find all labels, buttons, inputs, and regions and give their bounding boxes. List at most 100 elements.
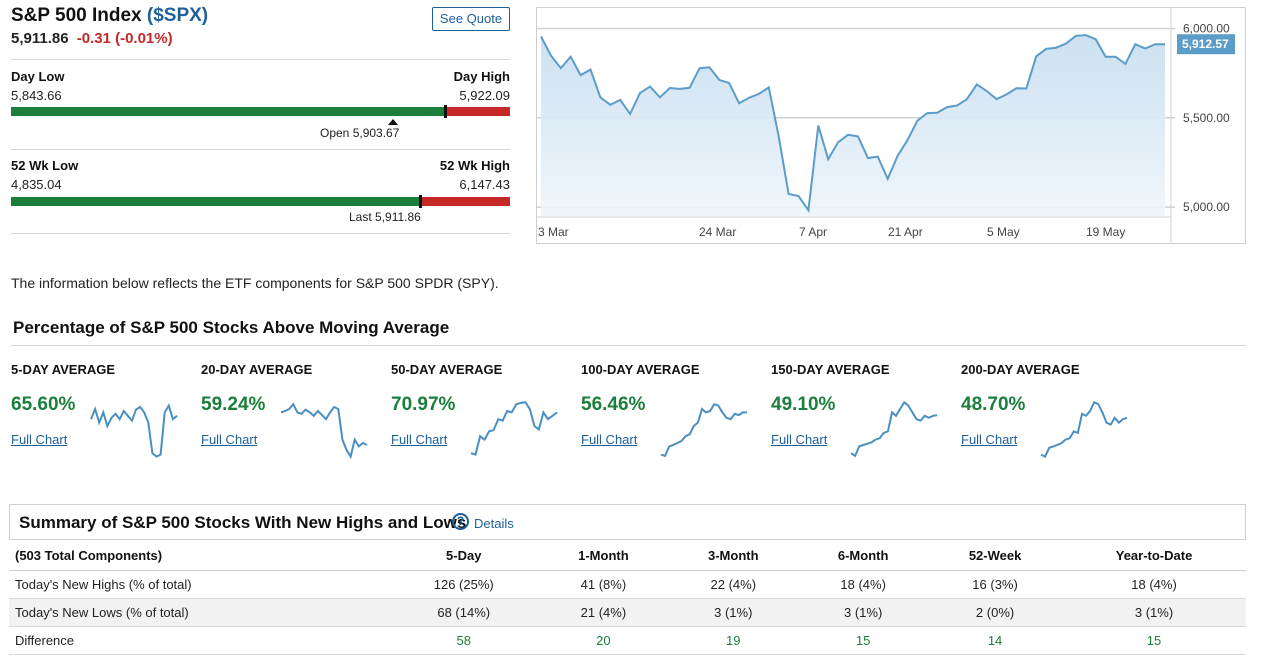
price-change: -0.31 (-0.01%) — [76, 30, 173, 47]
column-header: 3-Month — [668, 542, 799, 571]
x-tick-label: 5 May — [987, 225, 1020, 239]
table-cell: 126 (25%) — [389, 570, 539, 599]
price-area — [541, 35, 1165, 216]
ma-sparkline[interactable] — [279, 388, 371, 464]
ma-column: 200-DAY AVERAGE 48.70% Full Chart — [961, 362, 1146, 472]
range-fill-green — [11, 107, 445, 116]
wk52-range-bar — [11, 195, 510, 208]
wk52-low-label: 52 Wk Low — [11, 158, 79, 173]
sparkline-path — [280, 402, 368, 460]
table-cell: 21 (4%) — [538, 598, 669, 627]
full-chart-link[interactable]: Full Chart — [11, 432, 68, 447]
sparkline-path — [90, 403, 178, 458]
wk52-high-label: 52 Wk High — [439, 158, 510, 173]
last-price: 5,911.86 — [11, 30, 69, 47]
ma-column: 150-DAY AVERAGE 49.10% Full Chart — [771, 362, 956, 472]
open-marker-label: Open 5,903.67 — [320, 126, 400, 140]
table-row: Today's New Lows (% of total) 68 (14%) 2… — [9, 598, 1246, 627]
ma-column: 100-DAY AVERAGE 56.46% Full Chart — [581, 362, 766, 472]
wk52-low-value: 4,835.04 — [11, 177, 62, 192]
last-price-badge: 5,912.57 — [1177, 34, 1235, 55]
divider — [11, 149, 510, 150]
table-cell: 68 (14%) — [389, 598, 539, 627]
sparkline-path — [660, 402, 747, 458]
divider — [11, 59, 510, 60]
range-current-tick — [419, 195, 422, 208]
divider — [11, 345, 1246, 346]
full-chart-link[interactable]: Full Chart — [961, 432, 1018, 447]
summary-title: Summary of S&P 500 Stocks With New Highs… — [19, 513, 467, 532]
ma-column: 5-DAY AVERAGE 65.60% Full Chart — [11, 362, 196, 472]
row-label: Difference — [9, 626, 389, 655]
table-cell: 41 (8%) — [538, 570, 669, 599]
range-fill-green — [11, 197, 420, 206]
table-cell: 16 (3%) — [928, 570, 1063, 599]
ma-value: 48.70% — [961, 394, 1026, 415]
column-header: 5-Day — [389, 542, 539, 571]
column-header: Year-to-Date — [1062, 542, 1246, 571]
summary-table: (503 Total Components) 5-Day 1-Month 3-M… — [9, 542, 1246, 655]
full-chart-link[interactable]: Full Chart — [771, 432, 828, 447]
table-cell: 15 — [1062, 626, 1246, 655]
table-cell: 18 (4%) — [1062, 570, 1246, 599]
row-label: Today's New Highs (% of total) — [9, 570, 389, 599]
full-chart-link[interactable]: Full Chart — [201, 432, 258, 447]
day-low-value: 5,843.66 — [11, 88, 62, 103]
divider — [11, 233, 510, 234]
day-low-label: Day Low — [11, 69, 65, 84]
table-row: Difference 58 20 19 15 14 15 — [9, 626, 1246, 655]
sparkline-path — [1040, 400, 1128, 458]
see-quote-button[interactable]: See Quote — [432, 7, 510, 31]
table-cell: 3 (1%) — [1062, 598, 1246, 627]
price-chart-panel[interactable]: 6,000.00 5,500.00 5,000.00 3 Mar 24 Mar 7 Apr… — [536, 7, 1246, 244]
svg-text:5,912.57: 5,912.57 — [1182, 37, 1229, 51]
details-link[interactable]: Details — [474, 516, 514, 531]
ma-column: 50-DAY AVERAGE 70.97% Full Chart — [391, 362, 576, 472]
ma-label: 100-DAY AVERAGE — [581, 362, 700, 377]
day-range-bar — [11, 105, 510, 118]
x-tick-label: 21 Apr — [888, 225, 923, 239]
ma-sparkline[interactable] — [469, 388, 561, 464]
wk52-high-value: 6,147.43 — [459, 177, 510, 192]
ma-section-title: Percentage of S&P 500 Stocks Above Movin… — [13, 318, 450, 337]
x-tick-label: 24 Mar — [699, 225, 736, 239]
column-header: 6-Month — [798, 542, 929, 571]
ma-label: 150-DAY AVERAGE — [771, 362, 890, 377]
etf-note: The information below reflects the ETF c… — [11, 275, 499, 291]
table-cell: 58 — [389, 626, 539, 655]
full-chart-link[interactable]: Full Chart — [581, 432, 638, 447]
day-high-value: 5,922.09 — [459, 88, 510, 103]
ma-value: 56.46% — [581, 394, 646, 415]
ma-label: 200-DAY AVERAGE — [961, 362, 1080, 377]
y-tick-label: 5,500.00 — [1183, 111, 1230, 125]
table-row: Today's New Highs (% of total) 126 (25%)… — [9, 570, 1246, 599]
ma-sparkline[interactable] — [659, 388, 751, 464]
price-chart[interactable]: 6,000.00 5,500.00 5,000.00 3 Mar 24 Mar 7 Apr… — [537, 8, 1245, 243]
table-cell: 15 — [798, 626, 929, 655]
ma-sparkline[interactable] — [1039, 388, 1131, 464]
ma-sparkline[interactable] — [89, 388, 181, 464]
table-cell: 2 (0%) — [928, 598, 1063, 627]
table-cell: 19 — [668, 626, 799, 655]
table-cell: 3 (1%) — [798, 598, 929, 627]
ma-sparkline[interactable] — [849, 388, 941, 464]
index-symbol[interactable]: ($SPX) — [146, 5, 209, 26]
last-marker-label: Last 5,911.86 — [349, 210, 421, 224]
ma-label: 5-DAY AVERAGE — [11, 362, 116, 377]
table-cell: 18 (4%) — [798, 570, 929, 599]
sparkline-path — [470, 401, 558, 456]
x-tick-label: 7 Apr — [799, 225, 827, 239]
range-current-tick — [444, 105, 447, 118]
y-tick-label: 6,000.00 — [1183, 22, 1230, 36]
ma-value: 65.60% — [11, 394, 76, 415]
x-tick-label: 3 Mar — [538, 225, 569, 239]
index-name: S&P 500 Index — [11, 5, 142, 26]
row-label: Today's New Lows (% of total) — [9, 598, 389, 627]
column-header: (503 Total Components) — [9, 542, 389, 571]
price-line — [540, 34, 1165, 214]
ma-label: 50-DAY AVERAGE — [391, 362, 503, 377]
full-chart-link[interactable]: Full Chart — [391, 432, 448, 447]
sparkline-path — [850, 400, 938, 458]
help-icon[interactable]: ? — [452, 513, 469, 530]
table-cell: 3 (1%) — [668, 598, 799, 627]
